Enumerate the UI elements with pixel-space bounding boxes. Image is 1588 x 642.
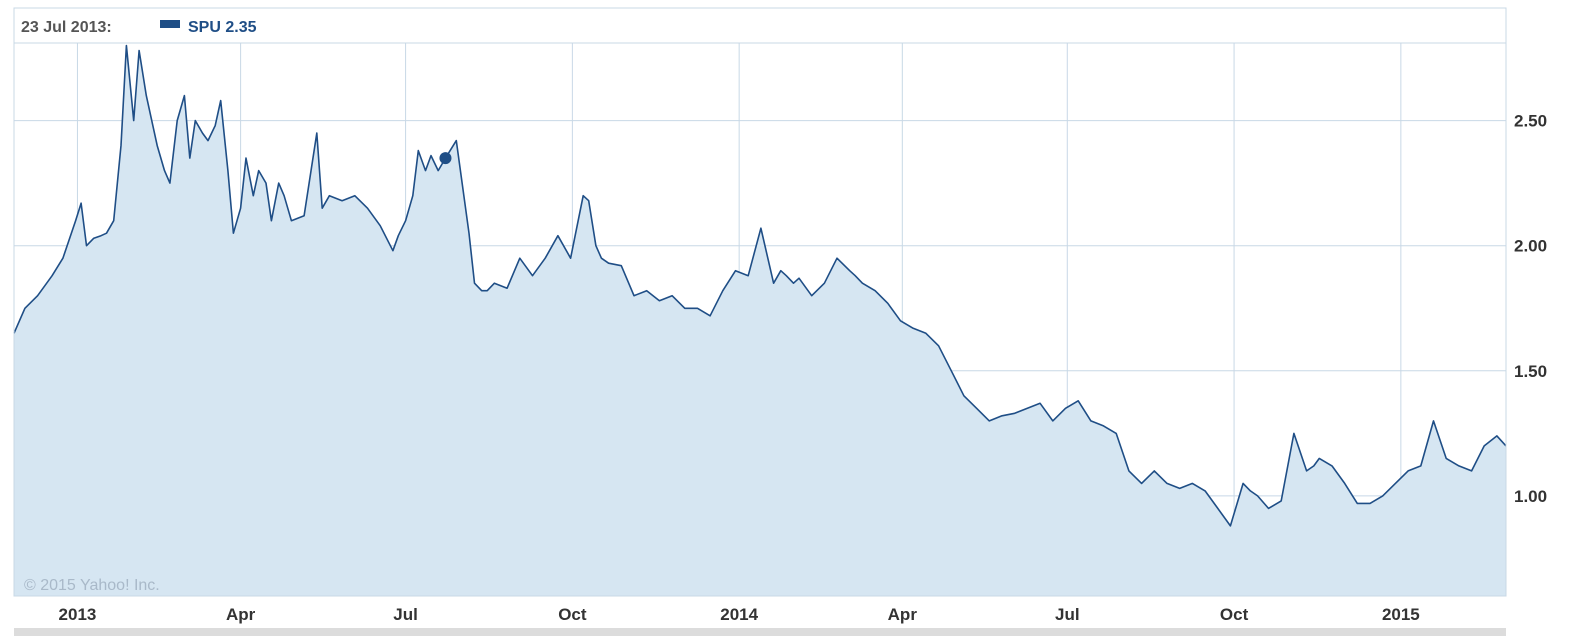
x-tick-label: 2015 xyxy=(1382,605,1420,624)
legend-series-value: SPU 2.35 xyxy=(188,19,257,36)
scroll-track[interactable] xyxy=(14,628,1506,636)
x-axis-labels: 2013 Apr Jul Oct 2014 Apr Jul Oct 2015 xyxy=(59,605,1420,624)
hover-marker[interactable] xyxy=(439,152,452,165)
y-tick-label: 2.50 xyxy=(1514,112,1547,131)
x-tick-label: Jul xyxy=(393,605,418,624)
x-tick-label: Oct xyxy=(1220,605,1249,624)
legend-bar xyxy=(13,7,1507,44)
price-area-fill xyxy=(14,45,1506,596)
x-tick-label: Oct xyxy=(558,605,587,624)
x-tick-label: 2013 xyxy=(59,605,97,624)
x-tick-label: Jul xyxy=(1055,605,1080,624)
x-tick-label: 2014 xyxy=(720,605,758,624)
legend-series-swatch xyxy=(160,20,180,28)
x-tick-label: Apr xyxy=(888,605,918,624)
y-tick-label: 1.00 xyxy=(1514,487,1547,506)
y-axis-labels: 1.00 1.50 2.00 2.50 xyxy=(1514,112,1547,506)
x-tick-label: Apr xyxy=(226,605,256,624)
copyright-credit: © 2015 Yahoo! Inc. xyxy=(24,577,160,594)
price-line[interactable] xyxy=(13,44,1507,527)
y-tick-label: 1.50 xyxy=(1514,362,1547,381)
y-tick-label: 2.00 xyxy=(1514,237,1547,256)
legend-date: 23 Jul 2013: xyxy=(21,19,112,36)
